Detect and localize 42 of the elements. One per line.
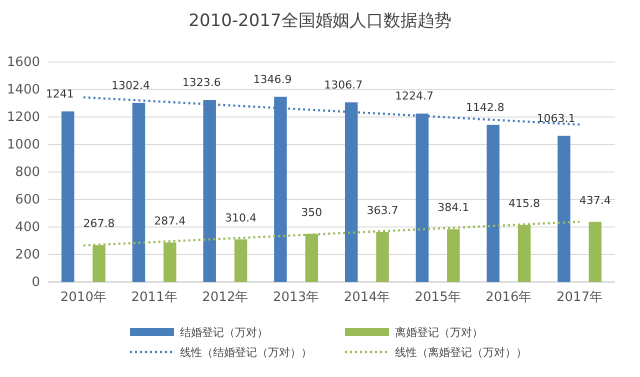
data-label: 267.8: [83, 217, 115, 230]
data-label: 1346.9: [253, 72, 292, 86]
x-tick-label: 2011年: [131, 290, 178, 306]
y-tick-label: 1600: [6, 55, 40, 70]
data-label: 1241: [46, 87, 74, 100]
bar: [558, 136, 570, 282]
data-label: 310.4: [225, 211, 257, 224]
data-label: 415.8: [508, 196, 540, 210]
y-tick-label: 1400: [6, 82, 40, 98]
y-tick-label: 800: [15, 165, 40, 180]
data-label: 363.7: [366, 204, 398, 217]
data-label: 1302.4: [111, 78, 150, 92]
y-tick-label: 400: [15, 220, 40, 236]
y-tick-label: 0: [32, 275, 40, 290]
data-label: 1323.6: [182, 76, 221, 90]
data-label: 1142.8: [466, 100, 504, 114]
y-tick-label: 600: [15, 192, 40, 208]
bar: [588, 222, 602, 282]
data-label: 1063.1: [536, 112, 576, 125]
x-tick-label: 2014年: [344, 290, 390, 306]
data-label: 350: [301, 206, 322, 219]
legend-label: 线性（结婚登记（万对））: [180, 346, 312, 359]
x-tick-label: 2016年: [486, 290, 532, 306]
bar: [486, 124, 500, 282]
x-tick-label: 2010年: [60, 290, 106, 306]
legend-label: 离婚登记（万对）: [395, 326, 483, 339]
x-tick-label: 2015年: [414, 290, 461, 306]
legend-label: 线性（离婚登记（万对））: [395, 346, 527, 359]
y-tick-label: 1200: [6, 110, 40, 126]
legend-label: 结婚登记（万对）: [180, 326, 268, 339]
data-label: 384.1: [438, 201, 470, 214]
data-label: 437.4: [579, 194, 611, 207]
y-tick-label: 200: [15, 248, 40, 263]
x-tick-label: 2012年: [202, 290, 248, 306]
x-tick-label: 2013年: [273, 290, 320, 306]
data-label: 287.4: [154, 214, 186, 228]
data-label: 1306.7: [324, 78, 363, 92]
data-label: 1224.7: [394, 90, 434, 103]
y-tick-label: 1000: [6, 138, 40, 153]
chart-title: 2010-2017全国婚姻人口数据趋势: [188, 11, 452, 31]
x-tick-label: 2017年: [556, 290, 603, 306]
bar: [61, 111, 74, 282]
